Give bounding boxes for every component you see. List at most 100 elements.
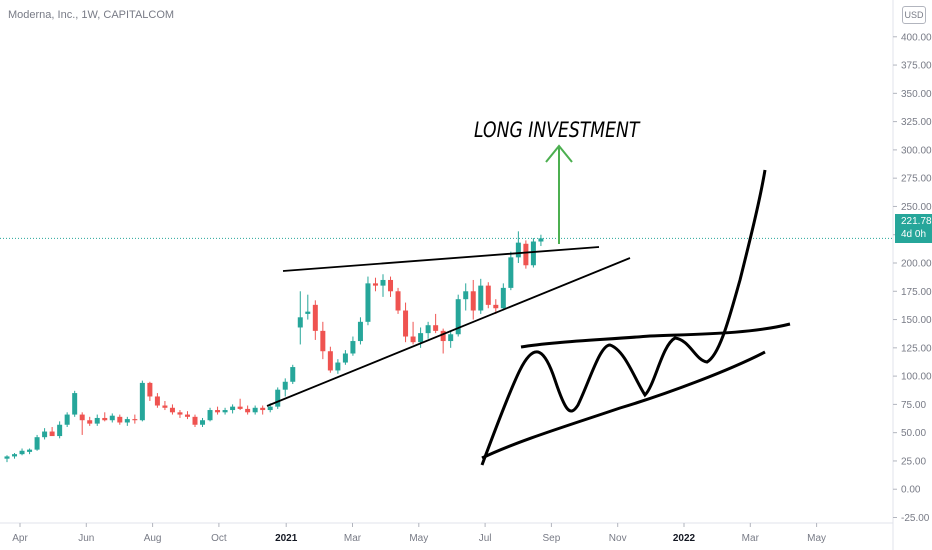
candle-body xyxy=(4,456,10,459)
candle xyxy=(320,321,326,360)
candle-body xyxy=(478,285,484,311)
candle xyxy=(109,413,115,423)
y-tick-label: 250.00 xyxy=(901,202,932,213)
candle-body xyxy=(523,243,529,266)
x-tick-label: May xyxy=(409,533,428,544)
last-price-tag: 221.78 4d 0h xyxy=(895,214,932,243)
candle xyxy=(335,359,341,374)
handdrawn-lower-line xyxy=(481,350,766,460)
x-tick-label: Aug xyxy=(144,533,162,544)
candle-body xyxy=(515,242,521,258)
candle xyxy=(448,330,454,348)
candle-body xyxy=(395,291,401,311)
candle xyxy=(207,407,213,422)
bar-countdown: 4d 0h xyxy=(901,229,927,240)
y-tick-label: 200.00 xyxy=(901,259,932,270)
candle xyxy=(12,453,18,459)
candle xyxy=(282,378,288,397)
y-tick-label: 175.00 xyxy=(901,287,932,298)
candle-body xyxy=(320,330,326,352)
x-tick-label: Oct xyxy=(211,533,227,544)
candle xyxy=(237,398,243,411)
candle-body xyxy=(102,417,108,421)
candle xyxy=(154,393,160,408)
candle-body xyxy=(245,408,251,413)
candle-body xyxy=(132,419,138,421)
candle-body xyxy=(290,367,296,382)
candle-body xyxy=(162,405,168,408)
candle xyxy=(215,406,221,415)
candle xyxy=(500,283,506,311)
candle-body xyxy=(470,291,476,311)
time-axis[interactable]: Apr Jun Aug Oct 2021 Mar May Jul Sep Nov 2022 Mar Ma… xyxy=(12,523,826,544)
candle xyxy=(132,414,138,424)
price-axis[interactable]: -25.00 0.00 25.00 50.00 75.00 100.00 125.00 150… xyxy=(893,32,932,524)
candle xyxy=(493,299,499,314)
candle xyxy=(433,313,439,334)
candle xyxy=(365,276,371,326)
candle-body xyxy=(12,454,18,457)
x-tick-label: 2021 xyxy=(275,533,298,544)
candle-body xyxy=(463,291,469,300)
candle xyxy=(64,412,70,428)
candle xyxy=(192,414,198,428)
y-tick-label: 0.00 xyxy=(901,485,921,496)
candle-body xyxy=(72,393,78,415)
candle xyxy=(252,405,258,415)
candle xyxy=(515,231,521,263)
candle xyxy=(117,414,123,425)
candle xyxy=(290,364,296,385)
candle xyxy=(79,412,85,435)
candle-body xyxy=(500,287,506,309)
y-tick-label: 75.00 xyxy=(901,400,926,411)
candle xyxy=(87,416,93,426)
x-tick-label: May xyxy=(807,533,826,544)
candle-body xyxy=(147,382,153,397)
candle-body xyxy=(154,396,160,406)
candle-body xyxy=(34,437,40,450)
candle xyxy=(139,380,145,422)
x-tick-label: Apr xyxy=(12,533,28,544)
candle xyxy=(305,294,311,320)
candle-body xyxy=(215,410,221,413)
currency-badge[interactable]: USD xyxy=(902,6,926,24)
candle-body xyxy=(388,279,394,292)
x-tick-label: Sep xyxy=(543,533,561,544)
candle xyxy=(440,328,446,354)
y-tick-label: 125.00 xyxy=(901,343,932,354)
y-tick-label: 325.00 xyxy=(901,117,932,128)
candle-body xyxy=(508,257,514,288)
candle xyxy=(42,428,48,440)
candle xyxy=(94,414,100,426)
candle xyxy=(275,387,281,409)
candle xyxy=(184,411,190,420)
candle-body xyxy=(418,333,424,343)
candle xyxy=(260,405,266,415)
candle xyxy=(222,407,228,415)
y-tick-label: 100.00 xyxy=(901,372,932,383)
candle-body xyxy=(297,317,303,328)
candle-body xyxy=(237,406,243,409)
candle-body xyxy=(433,325,439,331)
candle xyxy=(4,455,10,463)
candle xyxy=(418,327,424,348)
y-tick-label: 350.00 xyxy=(901,89,932,100)
candle xyxy=(147,381,153,401)
support-trendline xyxy=(266,257,631,407)
last-price-value: 221.78 xyxy=(901,216,932,227)
candle xyxy=(357,317,363,345)
green-arrow-head xyxy=(545,144,573,163)
candle xyxy=(485,282,491,309)
candle-body xyxy=(372,283,378,286)
candle xyxy=(72,390,78,417)
x-tick-label: Nov xyxy=(609,533,627,544)
y-tick-label: 375.00 xyxy=(901,61,932,72)
candle-body xyxy=(169,407,175,413)
y-tick-label: 300.00 xyxy=(901,145,932,156)
candle xyxy=(403,302,409,343)
candle xyxy=(200,417,206,428)
candle xyxy=(327,346,333,373)
candle xyxy=(470,279,476,320)
candle-body xyxy=(365,283,371,322)
